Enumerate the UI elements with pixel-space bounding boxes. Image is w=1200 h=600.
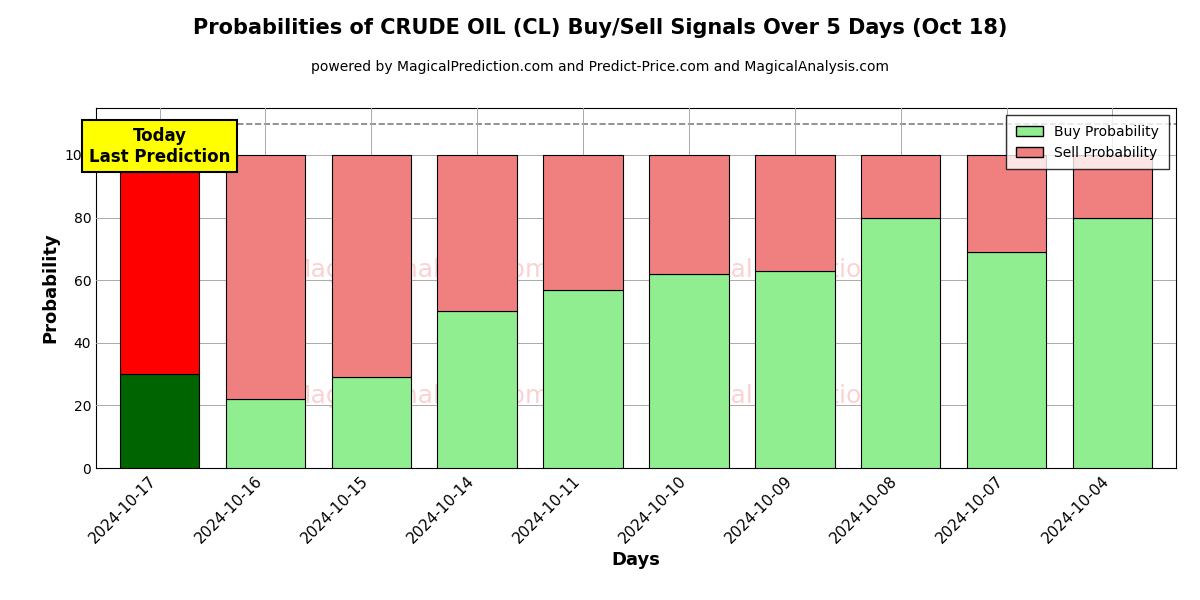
- Bar: [438, 155, 517, 311]
- Bar: [331, 155, 412, 377]
- Bar: [1073, 218, 1152, 468]
- Text: MagicalAnalysis.com: MagicalAnalysis.com: [290, 258, 550, 282]
- Bar: [755, 271, 834, 468]
- Text: Probabilities of CRUDE OIL (CL) Buy/Sell Signals Over 5 Days (Oct 18): Probabilities of CRUDE OIL (CL) Buy/Sell…: [193, 18, 1007, 38]
- Text: Today
Last Prediction: Today Last Prediction: [89, 127, 230, 166]
- Text: MagicalAnalysis.com: MagicalAnalysis.com: [290, 384, 550, 408]
- Bar: [1073, 155, 1152, 218]
- Bar: [120, 374, 199, 468]
- X-axis label: Days: Days: [612, 551, 660, 569]
- Bar: [862, 155, 941, 218]
- Bar: [755, 155, 834, 271]
- Bar: [649, 155, 728, 274]
- Bar: [862, 218, 941, 468]
- Y-axis label: Probability: Probability: [41, 233, 59, 343]
- Bar: [649, 274, 728, 468]
- Bar: [120, 155, 199, 374]
- Bar: [544, 290, 623, 468]
- Bar: [544, 155, 623, 290]
- Bar: [226, 155, 305, 399]
- Bar: [967, 155, 1046, 252]
- Bar: [226, 399, 305, 468]
- Bar: [331, 377, 412, 468]
- Legend: Buy Probability, Sell Probability: Buy Probability, Sell Probability: [1006, 115, 1169, 169]
- Bar: [438, 311, 517, 468]
- Text: powered by MagicalPrediction.com and Predict-Price.com and MagicalAnalysis.com: powered by MagicalPrediction.com and Pre…: [311, 60, 889, 74]
- Bar: [967, 252, 1046, 468]
- Text: MagicalPrediction.com: MagicalPrediction.com: [658, 384, 938, 408]
- Text: MagicalPrediction.com: MagicalPrediction.com: [658, 258, 938, 282]
